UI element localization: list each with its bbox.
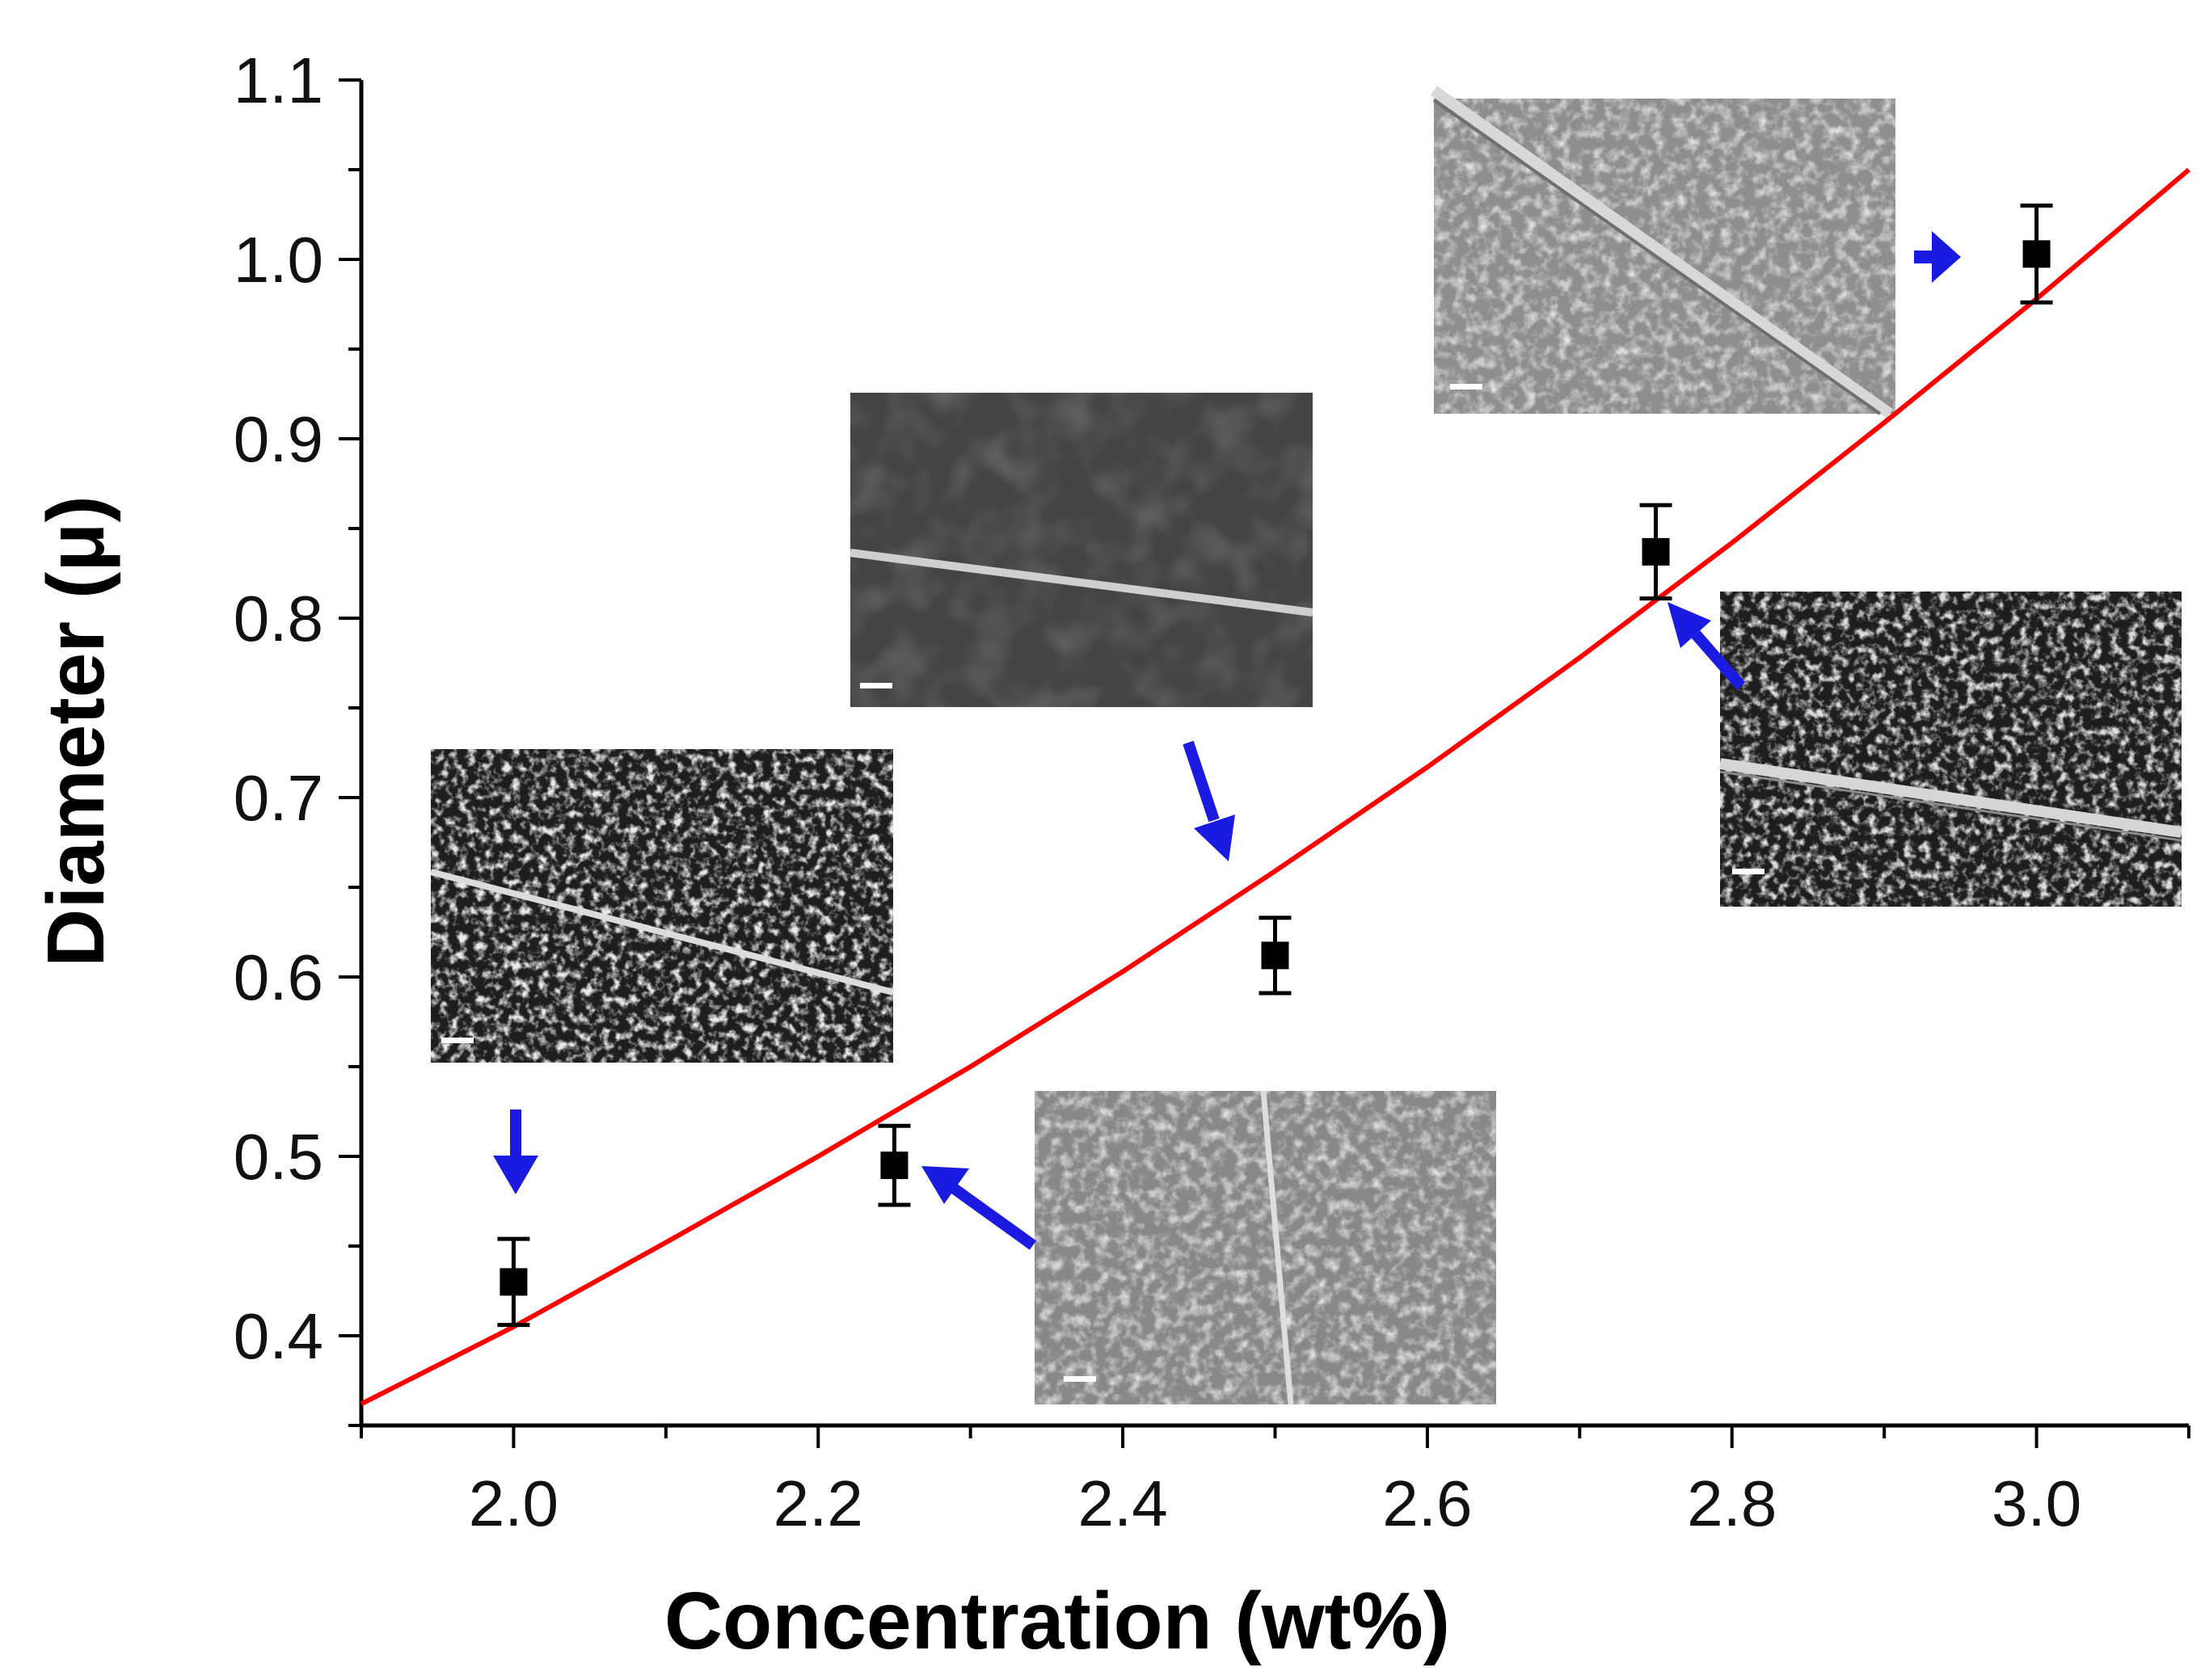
x-tick-label: 2.6 bbox=[1382, 1467, 1472, 1539]
square-marker bbox=[500, 1268, 528, 1296]
data-point bbox=[878, 1123, 911, 1207]
x-tick-label: 2.4 bbox=[1077, 1467, 1167, 1539]
nanofiber bbox=[1260, 1090, 1294, 1405]
scale-bar bbox=[860, 683, 892, 688]
data-point bbox=[1639, 503, 1672, 601]
sem-inset-3-0wt bbox=[1430, 86, 1895, 419]
x-axis-title: Concentration (wt%) bbox=[664, 1576, 1450, 1666]
pointer-arrows bbox=[493, 231, 1961, 1250]
data-point bbox=[2020, 203, 2053, 305]
nanofiber-edge bbox=[1719, 770, 2182, 842]
nanofiber-edge bbox=[1432, 99, 1882, 415]
scale-bar bbox=[441, 1038, 474, 1043]
nanofiber bbox=[850, 549, 1313, 617]
y-tick-label: 0.7 bbox=[234, 762, 323, 834]
square-marker bbox=[1261, 941, 1289, 970]
arrow-to-2-0wt bbox=[493, 1109, 538, 1194]
arrow-to-2-5wt bbox=[1183, 740, 1235, 861]
arrow-to-2-25wt bbox=[921, 1166, 1037, 1250]
fit-curve bbox=[360, 167, 2190, 1407]
arrow-to-2-75wt bbox=[1667, 602, 1746, 690]
y-tick-label: 0.6 bbox=[234, 941, 323, 1013]
y-tick-label: 1.1 bbox=[234, 44, 323, 116]
x-tick-label: 2.8 bbox=[1687, 1467, 1777, 1539]
y-tick-label: 1.0 bbox=[234, 224, 323, 296]
data-point bbox=[1258, 916, 1292, 996]
y-axis-ticks: 0.4 0.5 0.6 0.7 0.8 0.9 1.0 1.1 bbox=[234, 44, 361, 1427]
square-marker bbox=[1642, 537, 1670, 566]
square-marker bbox=[2022, 240, 2051, 268]
sem-inset-2-0wt bbox=[429, 749, 895, 1063]
y-tick-label: 0.9 bbox=[234, 403, 323, 475]
nanofiber bbox=[1718, 758, 2183, 838]
square-marker bbox=[880, 1152, 909, 1180]
arrow-to-3-0wt bbox=[1914, 231, 1961, 283]
scale-bar bbox=[1732, 869, 1764, 874]
y-tick-label: 0.5 bbox=[234, 1121, 323, 1193]
y-axis-title: Diameter (μ) bbox=[31, 495, 121, 967]
nanofiber bbox=[1430, 86, 1894, 419]
sem-inset-2-25wt bbox=[1035, 1090, 1496, 1405]
scale-bar bbox=[1450, 384, 1482, 389]
x-tick-label: 2.0 bbox=[469, 1467, 559, 1539]
x-axis-ticks: 2.0 2.2 2.4 2.6 2.8 3.0 bbox=[360, 1425, 2190, 1539]
y-tick-label: 0.4 bbox=[234, 1300, 323, 1372]
y-tick-label: 0.8 bbox=[234, 583, 323, 655]
sem-inset-2-5wt bbox=[850, 393, 1313, 707]
nanofiber bbox=[429, 869, 895, 996]
sem-inset-2-75wt bbox=[1718, 592, 2183, 907]
data-points bbox=[497, 203, 2053, 1328]
x-tick-label: 2.2 bbox=[774, 1467, 863, 1539]
data-point bbox=[497, 1236, 530, 1328]
scale-bar bbox=[1064, 1376, 1096, 1382]
x-tick-label: 3.0 bbox=[1992, 1467, 2081, 1539]
